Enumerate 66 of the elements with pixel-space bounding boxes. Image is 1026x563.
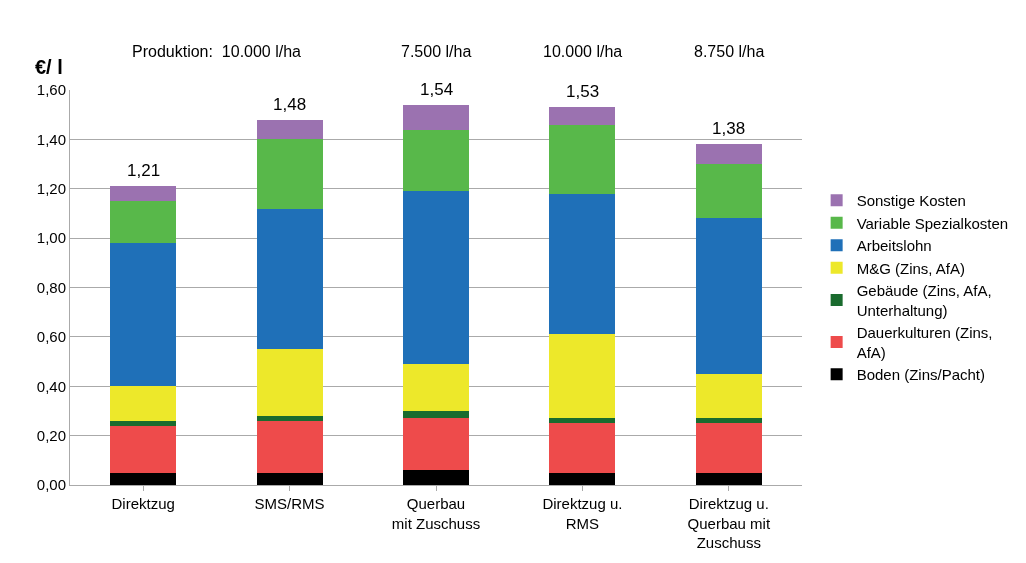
bar — [549, 418, 616, 424]
x-tick-label: Direktzug u. RMS — [542, 495, 623, 532]
x-tick-label: Querbau mit Zuschuss — [391, 495, 481, 532]
bar — [403, 129, 469, 192]
y-tick-label: 1,60 — [36, 81, 66, 99]
bar — [549, 472, 616, 485]
y-tick-label: 1,20 — [36, 180, 66, 197]
y-tick-label: 0,40 — [36, 377, 66, 395]
total-label: 1,54 — [420, 80, 454, 99]
bar — [256, 420, 323, 473]
y-tick-label: 0,80 — [36, 278, 66, 296]
bar — [549, 193, 616, 335]
y-tick-label: 0,20 — [36, 426, 66, 444]
bar — [695, 423, 762, 473]
y-tick-label: 0,00 — [36, 476, 66, 494]
x-tick-label: SMS/RMS — [254, 495, 325, 512]
bar — [110, 201, 177, 244]
legend-label: Variable Spezialkosten — [856, 214, 1009, 232]
bar — [256, 415, 323, 421]
bar — [110, 420, 177, 426]
bar — [403, 191, 469, 365]
bar — [256, 139, 323, 209]
text: 7.500 l/ha — [401, 43, 472, 60]
bar — [695, 218, 762, 374]
bar — [256, 208, 323, 350]
bar — [256, 472, 323, 485]
bar — [403, 364, 469, 411]
bar — [403, 104, 469, 130]
legend-label: Arbeitslohn — [856, 237, 932, 255]
y-axis-title: €/ l — [35, 56, 63, 78]
total-label: 1,21 — [127, 161, 161, 180]
bar — [403, 470, 469, 485]
bar — [695, 144, 762, 165]
x-tick-label: Direktzug — [111, 495, 175, 512]
bar — [549, 423, 616, 473]
bar — [256, 349, 323, 416]
bar — [403, 410, 469, 419]
legend-label: M&G (Zins, AfA) — [856, 259, 965, 277]
bar — [110, 472, 177, 485]
total-label: 1,53 — [566, 82, 600, 101]
y-tick-label: 1,00 — [36, 229, 66, 247]
bar — [549, 124, 616, 194]
bar — [695, 373, 762, 419]
legend-label: Boden (Zins/Pacht) — [856, 366, 986, 384]
bar — [110, 386, 177, 421]
text: 10.000 l/ha — [543, 43, 623, 60]
legend-label: Dauerkulturen (Zins, AfA) — [856, 324, 993, 361]
text: 8.750 l/ha — [694, 43, 765, 60]
y-tick-label: 0,60 — [36, 328, 66, 346]
legend-label: Sonstige Kosten — [856, 192, 966, 210]
bar — [110, 186, 177, 202]
bar — [695, 418, 762, 424]
bar — [549, 107, 616, 125]
bar — [110, 425, 177, 473]
y-tick-label: 1,40 — [36, 130, 66, 148]
bar — [403, 418, 469, 471]
legend-label: Gebäude (Zins, AfA, Unterhaltung) — [856, 282, 992, 319]
bar — [549, 334, 616, 419]
total-label: 1,38 — [712, 119, 746, 138]
text: Produktion: 10.000 l/ha — [132, 43, 302, 60]
x-tick-label: Direktzug u. Querbau mit Zuschuss — [687, 495, 771, 551]
bar — [695, 164, 762, 219]
bar — [110, 243, 177, 387]
bar — [695, 472, 762, 485]
bar — [256, 119, 323, 140]
total-label: 1,48 — [273, 95, 307, 114]
